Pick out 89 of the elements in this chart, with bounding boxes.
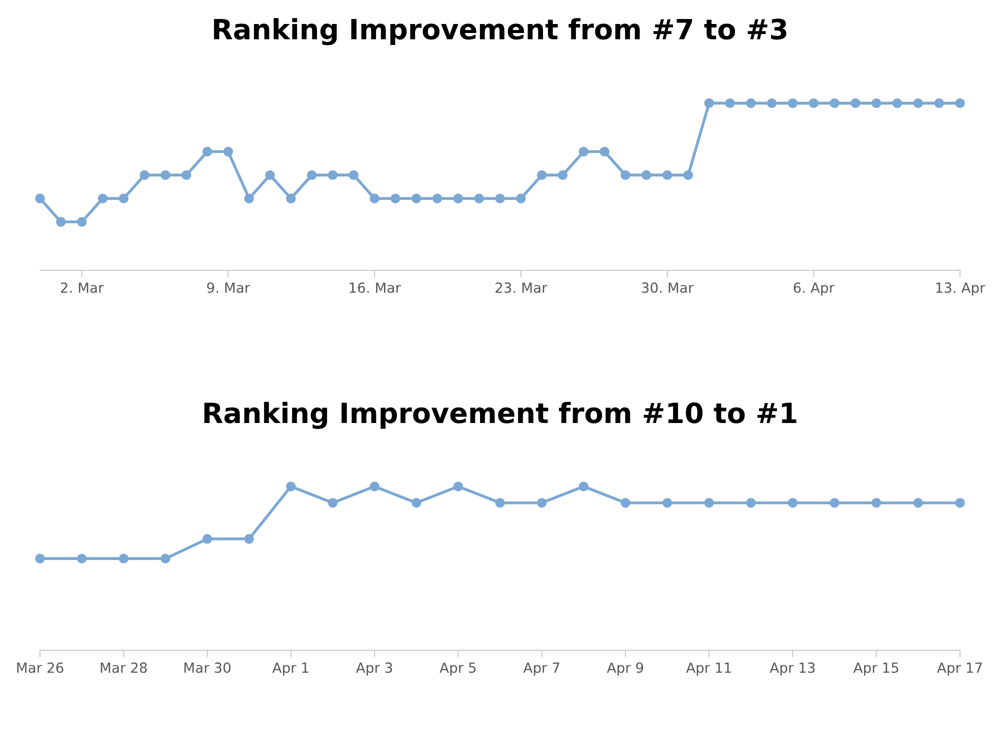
point	[348, 170, 358, 180]
point	[453, 194, 464, 204]
point	[578, 146, 588, 157]
point	[955, 98, 965, 108]
point	[536, 170, 547, 180]
x-tick-label: 9. Mar	[207, 282, 250, 293]
x-tick-label: 2. Mar	[60, 282, 104, 293]
point	[808, 98, 818, 108]
point	[913, 98, 924, 108]
x-tick-label: 30. Mar	[642, 282, 694, 293]
point	[662, 170, 672, 180]
point	[265, 170, 275, 180]
x-tick-label: Apr 17	[937, 662, 982, 676]
chart-title: Ranking Improvement from #7 to #3	[214, 18, 786, 46]
x-tick-label: Apr 9	[606, 662, 644, 676]
point	[516, 194, 526, 204]
point	[140, 170, 150, 180]
point	[98, 194, 108, 204]
x-tick-label: Apr 7	[523, 662, 560, 676]
point	[872, 498, 882, 508]
point	[704, 98, 714, 108]
point	[495, 498, 505, 508]
point	[558, 170, 568, 180]
point	[390, 194, 400, 204]
point	[306, 170, 317, 180]
point	[432, 194, 442, 204]
point	[913, 498, 924, 508]
point	[76, 554, 87, 564]
x-tick-label: Apr 11	[686, 662, 731, 676]
x-tick-label: Mar 30	[184, 662, 230, 673]
point	[370, 194, 380, 204]
point	[830, 98, 840, 108]
point	[620, 170, 630, 180]
point	[662, 498, 672, 508]
point	[746, 498, 756, 508]
point	[412, 194, 422, 204]
point	[704, 498, 714, 508]
point	[934, 98, 944, 108]
x-tick-label: 23. Mar	[496, 282, 548, 293]
point	[76, 217, 87, 227]
x-tick-label: Apr 15	[853, 662, 898, 676]
point	[766, 98, 777, 108]
point	[474, 194, 484, 204]
point	[118, 554, 128, 564]
point	[370, 482, 380, 492]
point	[223, 146, 234, 157]
point	[118, 194, 128, 204]
point	[160, 554, 170, 564]
point	[600, 146, 610, 157]
x-tick-label: Apr 3	[356, 662, 392, 676]
x-tick-label: Mar 26	[17, 662, 64, 673]
x-tick-label: Mar 28	[100, 662, 147, 673]
chart-title: Ranking Improvement from #10 to #1	[204, 402, 796, 429]
point	[182, 170, 192, 180]
point	[642, 170, 652, 180]
x-tick-label: 13. Apr	[936, 282, 986, 296]
point	[412, 498, 422, 508]
point	[35, 554, 45, 564]
point	[725, 98, 735, 108]
point	[788, 498, 798, 508]
point	[56, 217, 66, 227]
point	[683, 170, 694, 180]
point	[578, 482, 588, 492]
point	[620, 498, 630, 508]
point	[453, 482, 464, 492]
point	[244, 534, 254, 544]
point	[872, 98, 882, 108]
point	[536, 498, 547, 508]
point	[328, 170, 338, 180]
point	[850, 98, 860, 108]
x-tick-label: 16. Mar	[350, 282, 401, 293]
point	[955, 498, 965, 508]
x-tick-label: 6. Apr	[794, 282, 834, 296]
point	[160, 170, 170, 180]
point	[746, 98, 756, 108]
point	[788, 98, 798, 108]
point	[830, 498, 840, 508]
point	[35, 194, 45, 204]
point	[328, 498, 338, 508]
x-tick-label: Apr 1	[272, 662, 308, 676]
point	[244, 194, 254, 204]
point	[202, 534, 212, 544]
point	[892, 98, 902, 108]
x-tick-label: Apr 5	[440, 662, 476, 676]
point	[286, 482, 296, 492]
point	[202, 146, 212, 157]
point	[286, 194, 296, 204]
x-tick-label: Apr 13	[770, 662, 815, 676]
point	[495, 194, 505, 204]
